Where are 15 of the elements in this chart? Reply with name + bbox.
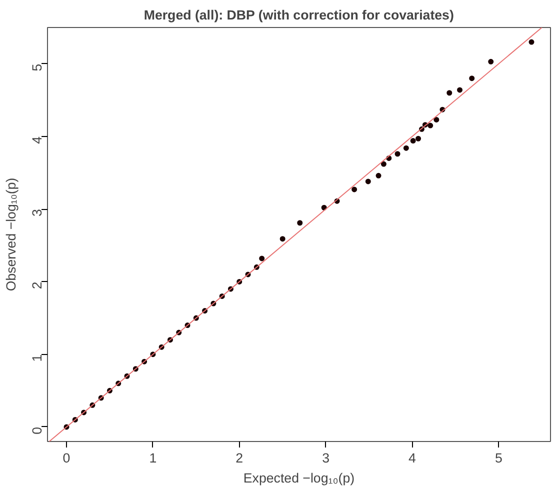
- y-tick-label: 0: [30, 426, 44, 434]
- x-tick-label: 5: [494, 450, 502, 466]
- x-tick-label: 1: [149, 450, 157, 466]
- y-tick-label: 2: [30, 282, 44, 290]
- x-tick-label: 0: [62, 450, 70, 466]
- chart-title: Merged (all): DBP (with correction for covariates): [144, 8, 454, 22]
- x-axis-title: Expected −log₁₀(p): [243, 470, 355, 486]
- y-axis-title: Observed −log₁₀(p): [4, 178, 18, 292]
- y-tick-label: 5: [30, 64, 44, 72]
- x-tick-label: 4: [408, 450, 417, 466]
- x-tick-label: 3: [322, 450, 330, 466]
- y-tick-label: 3: [30, 209, 44, 216]
- y-tick-label: 4: [30, 136, 44, 144]
- y-tick-label: 1: [30, 354, 44, 362]
- x-tick-label: 2: [236, 450, 244, 466]
